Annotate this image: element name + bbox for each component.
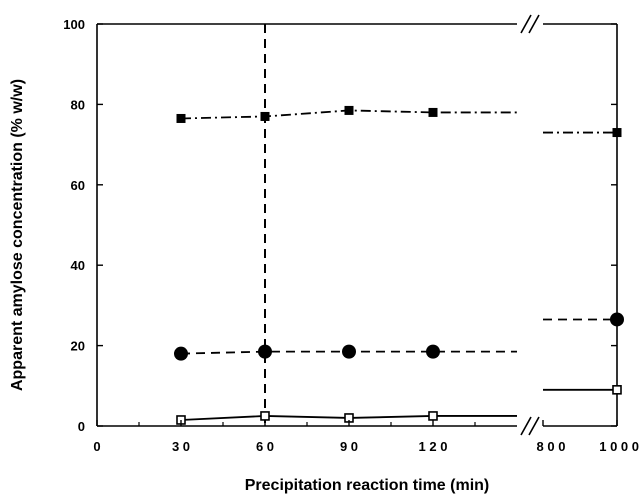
data-point	[428, 107, 438, 117]
data-point	[176, 113, 186, 123]
y-tick-label: 40	[71, 258, 85, 273]
y-axis-label: Apparent amylose concentration (% w/w)	[9, 79, 26, 391]
x-axis-label: Precipitation reaction time (min)	[245, 477, 489, 494]
series-open-square	[176, 385, 622, 425]
x-tick-label: 0	[93, 439, 100, 454]
y-tick-label: 60	[71, 178, 85, 193]
data-point	[260, 111, 270, 121]
data-point	[344, 105, 354, 115]
axis-break-mark-bottom	[528, 416, 540, 436]
x-tick-label: 6 0	[256, 439, 274, 454]
data-point	[428, 411, 438, 421]
y-tick-label: 20	[71, 339, 85, 354]
series-layer	[174, 105, 624, 425]
data-point	[426, 344, 440, 359]
series-filled-circle	[174, 312, 624, 361]
series-filled-square	[176, 105, 622, 138]
data-point	[610, 312, 624, 327]
y-tick-label: 0	[78, 419, 85, 434]
data-point	[612, 385, 622, 395]
x-tick-label: 3 0	[172, 439, 190, 454]
axis-break-mark-bottom	[520, 416, 532, 436]
tick-layer: 0 20 40 60 80 100 0 3 0 6 0 9 0 1 2 0 8 0 0 1 0 0 0	[63, 17, 639, 454]
axis-break-mark-top	[528, 14, 540, 34]
x-tick-label: 1 2 0	[419, 439, 448, 454]
x-tick-label: 9 0	[340, 439, 358, 454]
data-point	[174, 346, 188, 361]
data-point	[342, 344, 356, 359]
x-tick-label: 8 0 0	[537, 439, 566, 454]
data-point	[260, 411, 270, 421]
y-tick-label: 80	[71, 97, 85, 112]
data-point	[612, 128, 622, 138]
plot-frame	[96, 14, 618, 436]
data-point	[258, 344, 272, 359]
axis-break-mark-top	[520, 14, 532, 34]
y-tick-label: 100	[63, 17, 85, 32]
x-tick-label: 1 0 0 0	[599, 439, 639, 454]
